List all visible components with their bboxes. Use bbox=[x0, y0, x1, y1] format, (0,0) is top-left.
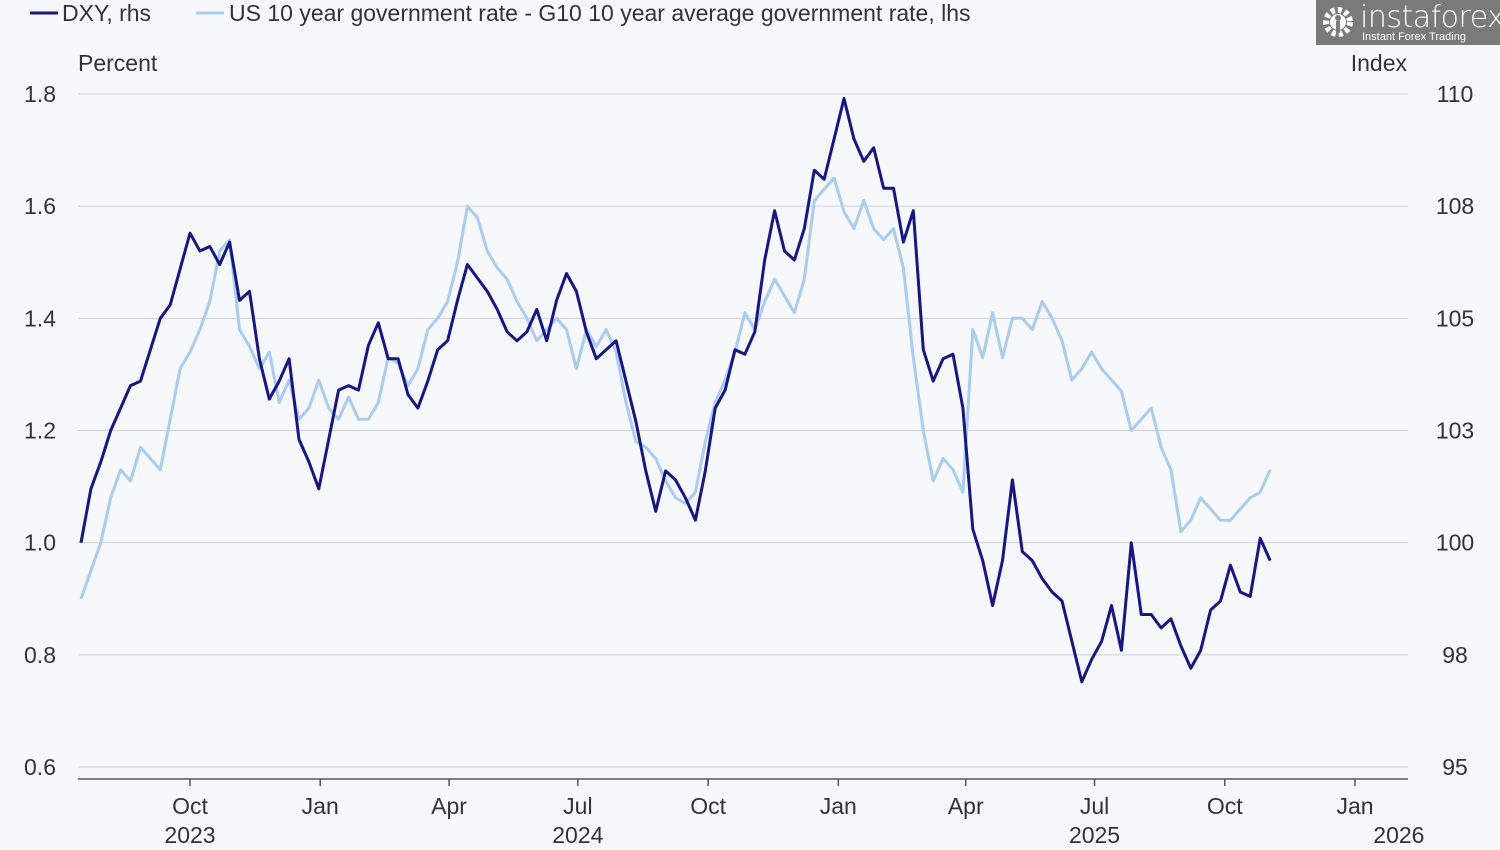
legend: DXY, rhs US 10 year government rate - G1… bbox=[30, 0, 971, 26]
x-tick-label: Oct bbox=[690, 793, 726, 819]
right-tick-label: 105 bbox=[1436, 305, 1474, 331]
left-tick-label: 1.0 bbox=[24, 530, 56, 556]
x-tick-label: Jan bbox=[820, 793, 857, 819]
watermark-tagline: Instant Forex Trading bbox=[1362, 31, 1466, 43]
series-line-dxy bbox=[79, 97, 1272, 684]
x-tick-label: Oct bbox=[172, 793, 208, 819]
gear-logo-icon bbox=[1323, 7, 1353, 37]
series-line-rate-spread bbox=[79, 176, 1272, 600]
left-tick-label: 0.6 bbox=[24, 754, 56, 780]
x-tick-label: Oct bbox=[1207, 793, 1243, 819]
axes: 0.6 0.8 1.0 1.2 1.4 1.6 1.8 95 98 100 103 105 108 110… bbox=[24, 81, 1474, 848]
x-tick-label: Apr bbox=[431, 793, 467, 819]
left-tick-label: 0.8 bbox=[24, 642, 56, 668]
x-tick-label: Apr bbox=[948, 793, 984, 819]
x-year-label: 2023 bbox=[164, 822, 215, 848]
right-tick-label: 95 bbox=[1442, 754, 1468, 780]
right-tick-label: 108 bbox=[1436, 193, 1474, 219]
right-tick-label: 100 bbox=[1436, 530, 1474, 556]
right-tick-label: 98 bbox=[1442, 642, 1468, 668]
gridlines bbox=[78, 93, 1408, 768]
legend-label-dxy: DXY, rhs bbox=[62, 0, 151, 26]
x-tick-label: Jan bbox=[302, 793, 339, 819]
x-tick-label: Jan bbox=[1336, 793, 1373, 819]
right-tick-label: 103 bbox=[1436, 418, 1474, 444]
left-tick-label: 1.6 bbox=[24, 193, 56, 219]
left-tick-label: 1.4 bbox=[24, 305, 56, 331]
x-year-label: 2025 bbox=[1069, 822, 1120, 848]
series-lines bbox=[79, 97, 1272, 684]
left-tick-label: 1.2 bbox=[24, 418, 56, 444]
legend-label-rate-spread: US 10 year government rate - G10 10 year… bbox=[229, 0, 971, 26]
left-tick-label: 1.8 bbox=[24, 81, 56, 107]
watermark-name: instaforex bbox=[1360, 0, 1500, 35]
x-year-label: 2024 bbox=[552, 822, 603, 848]
right-tick-label: 110 bbox=[1437, 81, 1474, 107]
instaforex-watermark: instaforex Instant Forex Trading bbox=[1316, 0, 1500, 45]
x-year-label: 2026 bbox=[1373, 822, 1424, 848]
right-axis-title: Index bbox=[1351, 50, 1408, 76]
x-tick-label: Jul bbox=[1080, 793, 1109, 819]
x-tick-label: Jul bbox=[563, 793, 592, 819]
left-axis-title: Percent bbox=[78, 50, 158, 76]
